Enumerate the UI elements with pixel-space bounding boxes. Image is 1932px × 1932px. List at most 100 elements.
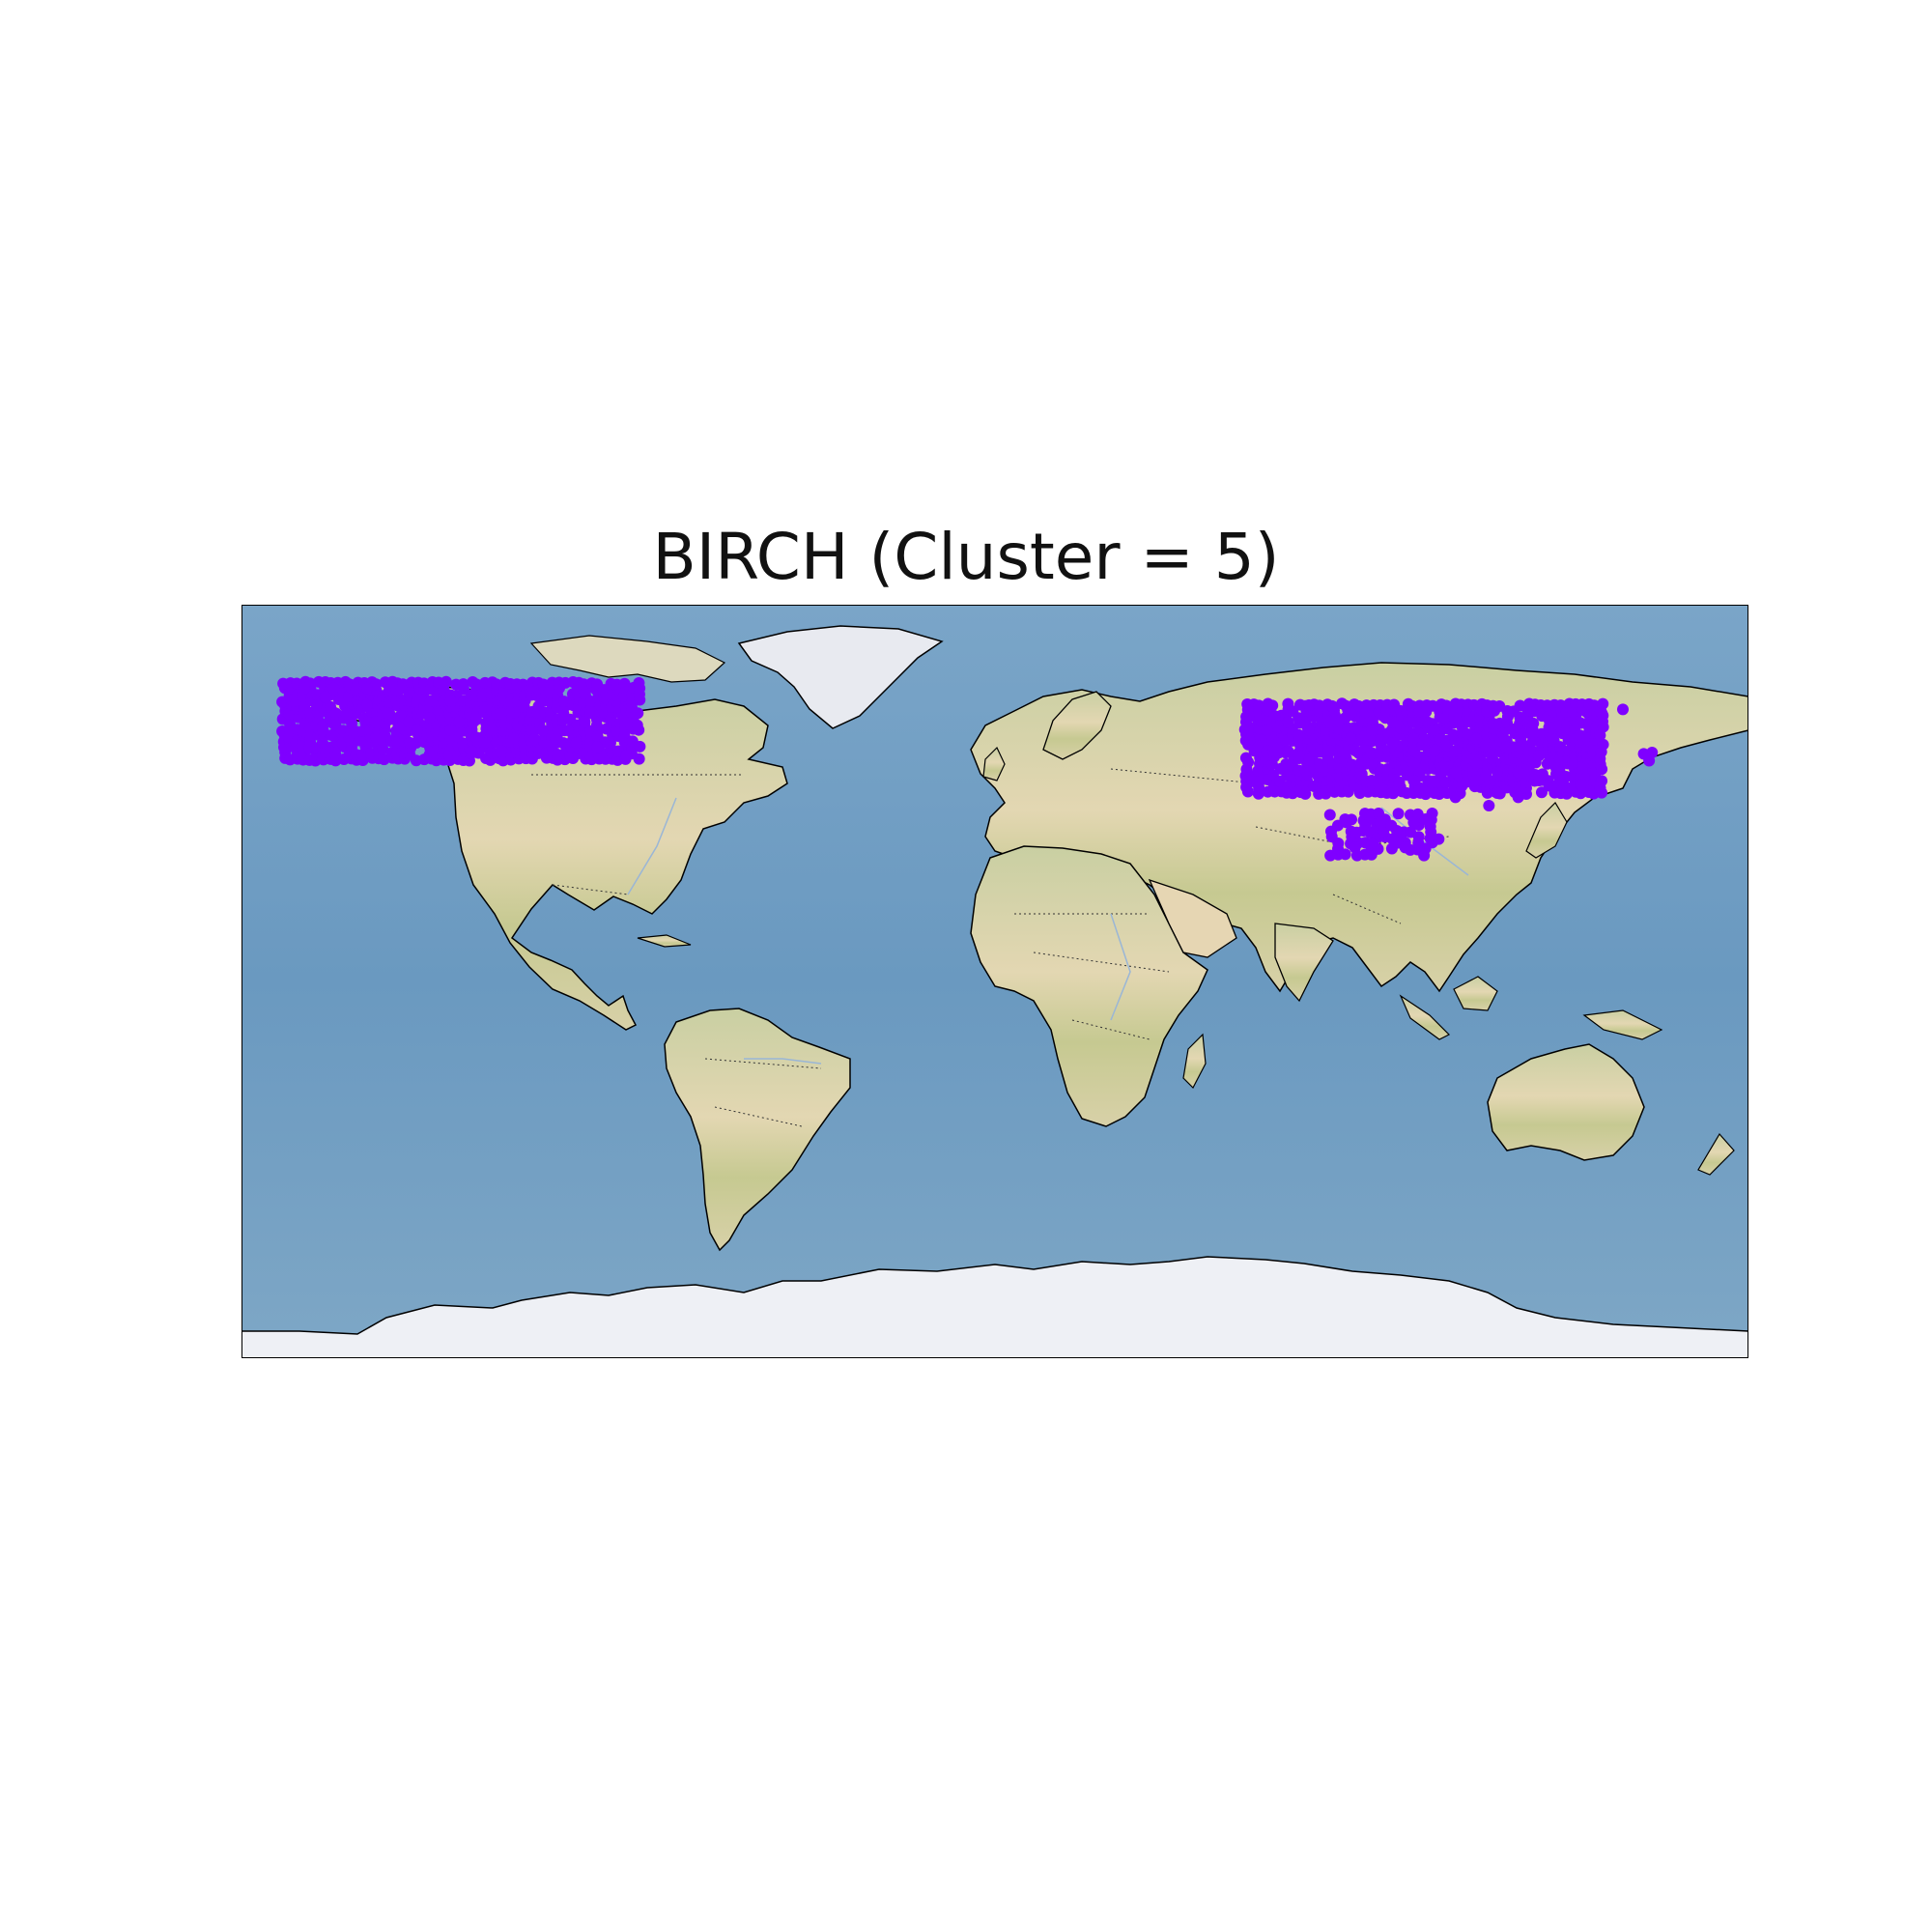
africa — [970, 845, 1208, 1127]
cluster-point — [1596, 707, 1608, 720]
cluster-point — [1533, 775, 1546, 786]
madagascar — [1182, 1033, 1207, 1090]
cluster-point — [444, 724, 457, 736]
cluster-point — [1366, 757, 1378, 770]
cluster-point — [403, 687, 415, 698]
cluster-point — [1386, 737, 1399, 749]
south-america — [664, 1008, 851, 1252]
cluster-point — [1386, 787, 1399, 799]
cluster-point — [440, 675, 452, 688]
cluster-point — [495, 745, 507, 757]
cluster-point — [1261, 724, 1273, 736]
cluster-point — [1470, 757, 1483, 770]
cluster-point — [1407, 732, 1420, 745]
cluster-point — [550, 732, 561, 745]
cluster-point — [1341, 816, 1352, 829]
cluster-point — [298, 682, 310, 695]
cluster-point — [1293, 728, 1305, 741]
cluster-point — [1426, 807, 1438, 819]
cluster-point — [1554, 741, 1567, 753]
cuba — [637, 934, 692, 948]
cluster-point — [478, 737, 491, 749]
cluster-point — [319, 691, 331, 703]
cluster-point — [466, 745, 478, 757]
cluster-point — [1345, 732, 1357, 745]
cluster-point — [340, 707, 353, 720]
cluster-point — [1499, 741, 1512, 753]
cluster-point — [1535, 786, 1548, 799]
cluster-point — [1261, 703, 1273, 716]
cluster-point — [1575, 779, 1587, 791]
cluster-point — [1429, 724, 1440, 736]
cluster-point — [1399, 841, 1411, 854]
cluster-point — [444, 695, 457, 707]
cluster-point — [1392, 808, 1405, 820]
cluster-point — [1240, 716, 1252, 728]
cluster-point — [369, 716, 382, 728]
cluster-point — [1470, 775, 1483, 786]
new-zealand — [1697, 1132, 1735, 1176]
cluster-point — [1407, 775, 1420, 786]
cluster-point — [620, 750, 633, 761]
india — [1274, 923, 1334, 1003]
cluster-point — [1239, 752, 1252, 764]
cluster-point — [403, 716, 415, 728]
cluster-point — [424, 712, 436, 724]
cluster-point — [1366, 775, 1378, 786]
cluster-point — [495, 707, 507, 720]
cluster-point — [370, 678, 383, 691]
arctic-islands — [529, 635, 726, 683]
world-map[interactable] — [242, 605, 1748, 1358]
sumatra — [1399, 994, 1451, 1040]
cluster-point — [579, 716, 591, 728]
cluster-point — [618, 677, 631, 690]
cluster-point — [487, 724, 498, 736]
cluster-point — [1366, 838, 1378, 849]
cluster-point — [1349, 841, 1361, 854]
cluster-point — [1332, 838, 1345, 849]
borneo — [1453, 976, 1498, 1011]
cluster-point — [1527, 717, 1540, 729]
antarctica — [242, 1256, 1748, 1358]
cluster-point — [1429, 745, 1440, 757]
cluster-point — [1303, 699, 1315, 711]
british-isles — [982, 746, 1006, 781]
cluster-point — [1339, 848, 1351, 861]
cluster-point — [1470, 732, 1483, 745]
cluster-point — [1386, 833, 1399, 845]
cluster-point — [1492, 787, 1503, 799]
cluster-point — [327, 682, 340, 695]
cluster-point — [1374, 816, 1386, 829]
cluster-point — [634, 740, 646, 753]
cluster-point — [631, 719, 643, 731]
cluster-point — [1492, 766, 1503, 779]
cluster-point — [1512, 791, 1524, 804]
cluster-point — [1449, 745, 1462, 757]
cluster-point — [1433, 833, 1445, 845]
cluster-point — [1642, 750, 1654, 761]
cluster-point — [1326, 699, 1339, 712]
cluster-point — [1386, 716, 1399, 728]
cluster-point — [1323, 716, 1336, 728]
cluster-point — [1412, 831, 1425, 843]
cluster-point — [1597, 697, 1609, 710]
cluster-point — [557, 696, 570, 708]
cluster-point — [412, 724, 423, 736]
australia — [1487, 1043, 1645, 1161]
scandinavia — [1042, 691, 1112, 760]
cluster-point — [1323, 745, 1336, 757]
cluster-point — [1282, 716, 1294, 728]
japan — [1525, 802, 1568, 859]
cluster-point — [1282, 745, 1294, 757]
cluster-point — [1596, 775, 1608, 787]
map-title: BIRCH (Cluster = 5) — [652, 520, 1280, 594]
cluster-point — [1449, 766, 1462, 779]
new-guinea — [1582, 1009, 1663, 1040]
cluster-point — [633, 676, 645, 689]
cluster-point — [457, 678, 469, 691]
cluster-point — [1483, 800, 1495, 811]
cluster-point — [1597, 738, 1609, 751]
cluster-point — [1303, 753, 1315, 766]
cluster-point — [507, 732, 520, 745]
cluster-point — [591, 741, 604, 753]
